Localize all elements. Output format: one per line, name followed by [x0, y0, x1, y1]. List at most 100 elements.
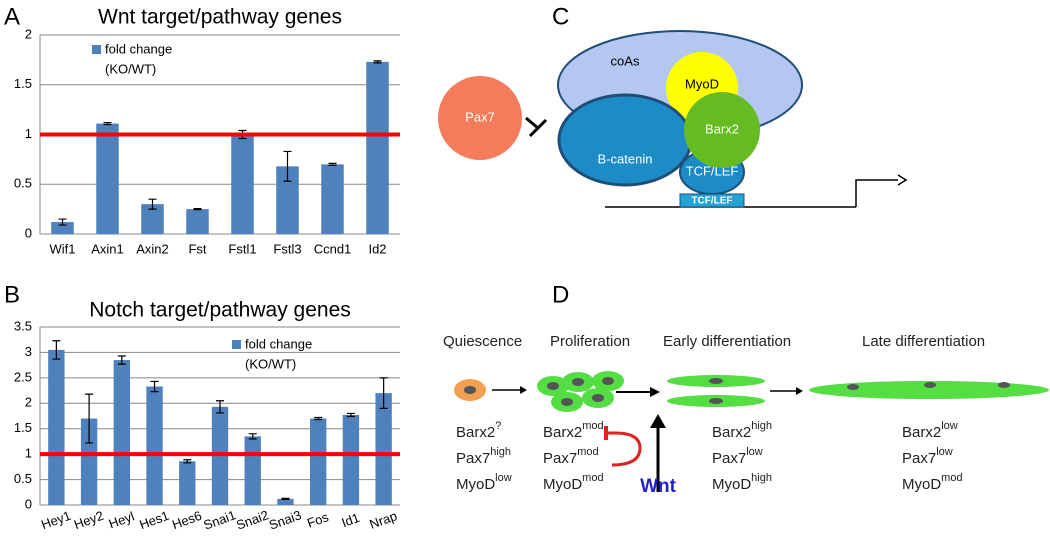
- binding-site: [679, 193, 745, 208]
- chart-title: Notch target/pathway genes: [89, 299, 351, 322]
- pax7-shape: [438, 76, 522, 160]
- marker-label: Pax7low: [712, 446, 763, 467]
- marker-label: Barx2low: [902, 420, 958, 441]
- y-tick-label: 3.5: [14, 318, 32, 333]
- marker-name: MyoD: [456, 476, 495, 493]
- bar: [342, 414, 360, 505]
- error-bar: [117, 355, 126, 365]
- nuclei: [547, 377, 614, 406]
- x-tick-label: Ccnd1: [314, 241, 352, 256]
- marker-label: MyoDlow: [456, 472, 512, 493]
- x-tick-label: Fstl1: [228, 241, 256, 256]
- error-bar: [314, 416, 323, 421]
- y-tick-label: 0: [25, 496, 32, 511]
- nucleus: [847, 384, 859, 390]
- bar: [244, 436, 261, 505]
- x-tick-label: Snai1: [201, 507, 237, 532]
- error-bar: [85, 393, 94, 444]
- stage-label: Early differentiation: [663, 333, 791, 350]
- x-tick-label: Axin1: [91, 241, 124, 256]
- nucleus: [924, 382, 936, 388]
- y-tick-label: 2: [25, 395, 32, 410]
- marker-name: Barx2: [902, 424, 941, 441]
- marker-name: Pax7: [712, 450, 746, 467]
- marker-name: Pax7: [456, 450, 490, 467]
- marker-name: MyoD: [712, 476, 751, 493]
- marker-level: mod: [582, 472, 603, 484]
- x-tick-label: Hey1: [39, 508, 73, 532]
- bar: [277, 498, 294, 505]
- error-bar: [346, 412, 355, 418]
- error-bar: [103, 121, 112, 126]
- legend-swatch: [232, 340, 241, 349]
- x-tick-label: Fstl3: [273, 241, 301, 256]
- marker-level: high: [490, 446, 511, 458]
- legend-label: fold change: [105, 41, 172, 56]
- marker-label: Barx2mod: [543, 420, 604, 441]
- bar: [96, 123, 119, 234]
- x-tick-label: Axin2: [136, 241, 169, 256]
- label: TCF/LEF: [691, 196, 732, 207]
- nucleus: [709, 378, 723, 384]
- panel-letter: A: [4, 3, 20, 30]
- legend-label: (KO/WT): [245, 356, 296, 371]
- error-bar: [216, 400, 224, 414]
- x-tick-label: Id2: [368, 241, 386, 256]
- x-tick-label: Hey2: [72, 508, 106, 532]
- error-bar: [283, 150, 292, 182]
- error-bar: [373, 60, 382, 64]
- marker-name: Pax7: [543, 450, 577, 467]
- marker-label: Pax7low: [902, 446, 953, 467]
- y-tick-label: 3: [25, 344, 32, 359]
- marker-name: Barx2: [712, 424, 751, 441]
- error-bar: [148, 198, 157, 210]
- marker-name: Pax7: [902, 450, 936, 467]
- error-bar: [281, 497, 290, 501]
- label: coAs: [611, 53, 640, 68]
- error-bar: [248, 433, 257, 440]
- beta-catenin-shape: [557, 93, 693, 187]
- stage-label: Late differentiation: [862, 333, 985, 350]
- feedback: [606, 431, 642, 467]
- x-tick-label: Id1: [339, 510, 361, 530]
- inhibition: [525, 116, 548, 138]
- label: MyoD: [685, 76, 719, 91]
- signal-label: Wnt: [640, 476, 677, 497]
- label: Barx2: [705, 121, 739, 136]
- bar: [141, 204, 164, 234]
- error-bar: [52, 340, 61, 360]
- marker-level: mod: [941, 472, 962, 484]
- error-bar: [183, 459, 192, 464]
- legend-label: (KO/WT): [105, 61, 156, 76]
- marker-level: low: [941, 420, 958, 432]
- error-bar: [328, 162, 337, 166]
- bar: [375, 393, 392, 505]
- panel-letter: B: [4, 281, 20, 308]
- panel-letter: D: [552, 281, 569, 308]
- x-tick-label: Snai3: [267, 507, 303, 532]
- y-tick-label: 2: [25, 26, 32, 41]
- marker-label: MyoDmod: [902, 472, 963, 493]
- y-tick-label: 0.5: [14, 176, 32, 191]
- bar: [366, 61, 389, 234]
- nucleus: [709, 398, 723, 404]
- marker-name: MyoD: [543, 476, 582, 493]
- bar: [146, 386, 163, 505]
- marker-label: Barx2?: [456, 420, 501, 441]
- cells: [537, 371, 624, 412]
- bar: [231, 134, 254, 234]
- error-bar: [379, 377, 388, 409]
- marker-level: mod: [582, 420, 603, 432]
- label: B-catenin: [598, 151, 653, 166]
- bar: [51, 222, 74, 234]
- marker-name: MyoD: [902, 476, 941, 493]
- x-tick-label: Fos: [305, 509, 331, 531]
- x-tick-label: Nrap: [367, 508, 399, 532]
- marker-level: ?: [495, 420, 501, 432]
- stage-label: Quiescence: [443, 333, 522, 350]
- bar: [48, 349, 65, 505]
- marker-label: Pax7high: [456, 446, 511, 467]
- legend-swatch: [92, 45, 101, 54]
- x-tick-label: Wif1: [50, 241, 76, 256]
